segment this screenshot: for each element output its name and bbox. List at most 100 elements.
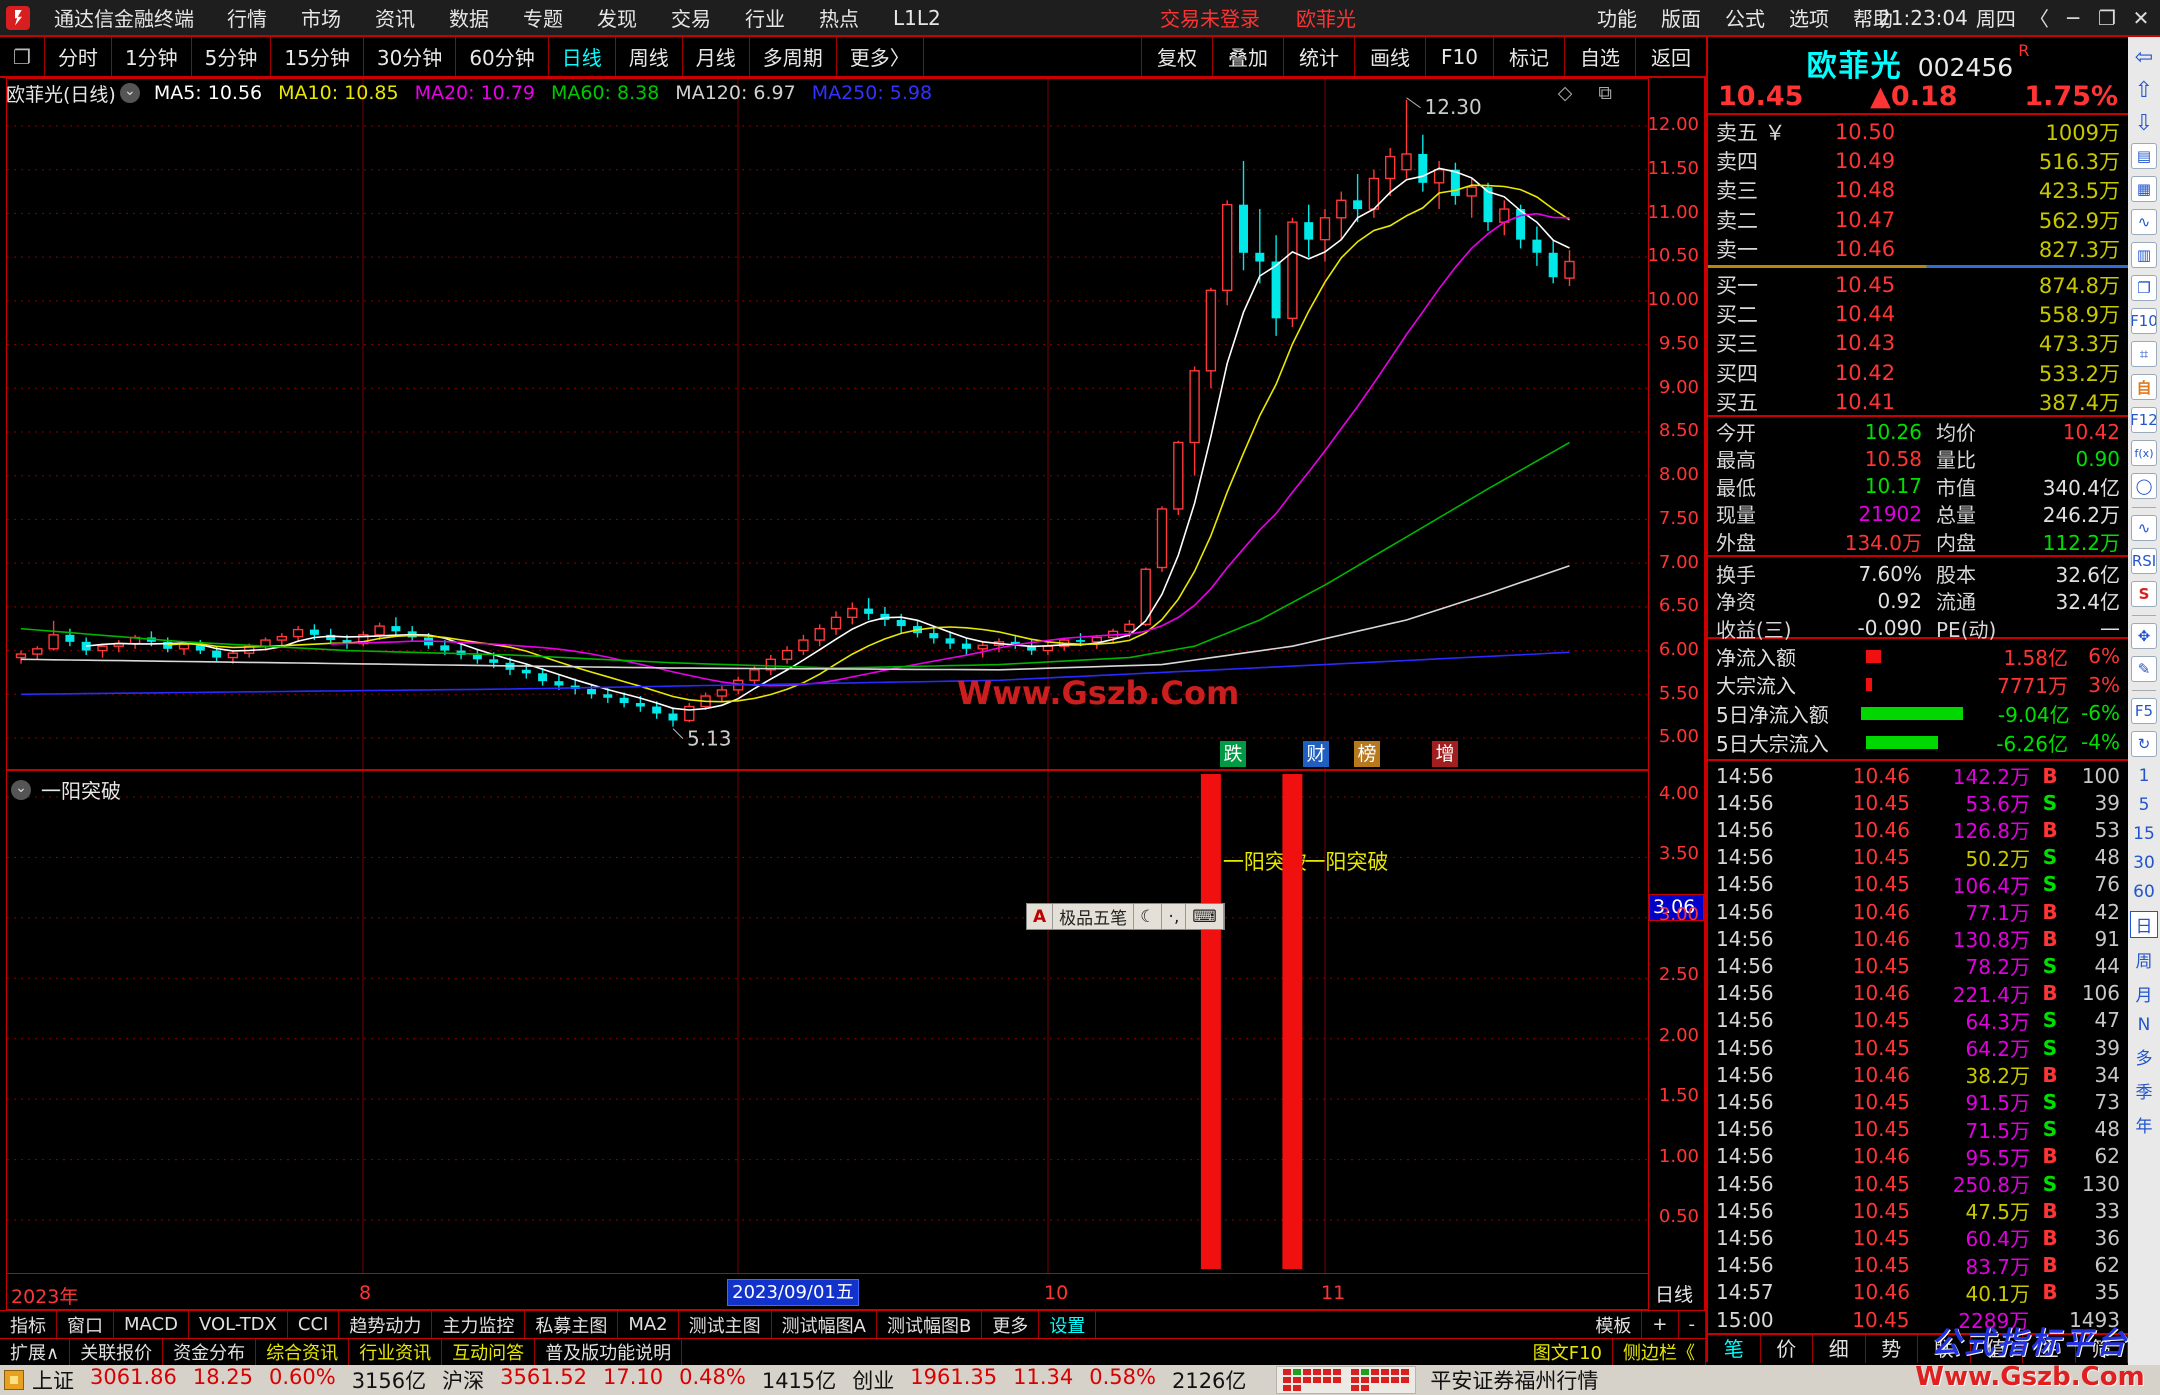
extension-tab-行业资讯[interactable]: 行业资讯 [349,1339,443,1365]
info-badge-榜[interactable]: 榜 [1354,741,1380,767]
tape-row[interactable]: 14:56 10.46 130.8万 B 91 [1708,925,2128,953]
menu-item-发现[interactable]: 发现 [597,7,637,31]
tape-row[interactable]: 14:56 10.45 250.8万 S 130 [1708,1170,2128,1198]
tab-button-图文F10[interactable]: 图文F10 [1523,1339,1613,1365]
indicator-tab-私募主图[interactable]: 私募主图 [525,1311,619,1338]
menu-item-选项[interactable]: 选项 [1789,7,1829,31]
menu-item-交易[interactable]: 交易 [671,7,711,31]
diamond-icon[interactable]: ◇ [1557,82,1573,104]
info-badge-增[interactable]: 增 [1432,741,1458,767]
close-icon[interactable]: ✕ [2132,5,2150,30]
toolbar-button-统计[interactable]: 统计 [1283,37,1354,76]
side-period-5[interactable]: 5 [2138,795,2150,815]
ask-row-卖二[interactable]: 卖二 10.47 562.9万 [1708,205,2128,234]
period-tab-60分钟[interactable]: 60分钟 [456,37,549,76]
tape-row[interactable]: 14:56 10.45 91.5万 S 73 [1708,1088,2128,1116]
watchlist-icon[interactable]: 自 [2131,374,2157,400]
period-tab-5分钟[interactable]: 5分钟 [192,37,272,76]
indicator-tab-CCI[interactable]: CCI [288,1311,340,1338]
tape-row[interactable]: 14:56 10.45 64.2万 S 39 [1708,1034,2128,1062]
indicator-tab-测试幅图B[interactable]: 测试幅图B [877,1311,983,1338]
menu-item-数据[interactable]: 数据 [449,7,489,31]
active-stock-label[interactable]: 欧菲光 [1296,7,1356,31]
indicator-tab-测试主图[interactable]: 测试主图 [679,1311,772,1338]
tape-tab-联[interactable]: 联 [1918,1335,1971,1363]
menu-item-公式[interactable]: 公式 [1725,7,1765,31]
stock-name-row[interactable]: 欧菲光 002456 R [1708,41,2128,85]
tab-button-+[interactable]: + [1642,1311,1679,1338]
side-period-季[interactable]: 季 [2135,1083,2153,1103]
extension-tab-互动问答[interactable]: 互动问答 [442,1339,536,1365]
ime-toolbar[interactable]: A 极品五笔 ☾ ·‚ ⌨ [1026,903,1225,930]
menu-item-行业[interactable]: 行业 [745,7,785,31]
menu-item-市场[interactable]: 市场 [301,7,341,31]
tape-row[interactable]: 14:56 10.46 38.2万 B 34 [1708,1061,2128,1089]
ime-keyboard-icon[interactable]: ⌨ [1186,904,1224,929]
window-restore-icon[interactable]: ⧉ [1598,82,1612,104]
menu-item-功能[interactable]: 功能 [1597,7,1637,31]
up-arrow-icon[interactable]: ⇧ [2134,77,2154,103]
tape-row[interactable]: 14:56 10.45 53.6万 S 39 [1708,789,2128,817]
kline-icon[interactable]: ▥ [2131,242,2157,268]
restore-icon[interactable]: ❐ [2098,5,2116,30]
chevron-down-icon[interactable]: ⌄ [11,779,31,800]
side-period-多[interactable]: 多 [2135,1049,2153,1069]
s-icon[interactable]: S [2131,581,2157,607]
f12-icon[interactable]: F12 [2131,407,2157,433]
nav-back-icon[interactable]: 〈 [2029,7,2049,31]
side-period-1[interactable]: 1 [2138,766,2150,786]
side-period-周[interactable]: 周 [2135,952,2153,972]
tape-row[interactable]: 14:57 10.46 40.1万 B 35 [1708,1279,2128,1306]
x-axis-date-highlight[interactable]: 2023/09/01五 [727,1279,859,1306]
tape-tab-价[interactable]: 价 [1761,1335,1813,1363]
indicator-tab-测试幅图A[interactable]: 测试幅图A [772,1311,877,1338]
tape-row[interactable]: 14:56 10.45 50.2万 S 48 [1708,844,2128,871]
tape-row[interactable]: 14:56 10.46 77.1万 B 42 [1708,898,2128,926]
refresh-icon[interactable]: ↻ [2131,731,2157,757]
period-tab-多周期[interactable]: 多周期 [750,37,837,76]
f5-icon[interactable]: F5 [2131,698,2157,724]
tape-row[interactable]: 14:56 10.46 221.4万 B 106 [1708,980,2128,1007]
side-period-日[interactable]: 日 [2130,911,2158,938]
tab-button-模板[interactable]: 模板 [1585,1311,1643,1338]
ime-name[interactable]: 极品五笔 [1053,904,1135,929]
bid-row-买三[interactable]: 买三 10.43 473.3万 [1708,329,2128,358]
tape-row[interactable]: 14:56 10.45 78.2万 S 44 [1708,952,2128,980]
tape-tab-主[interactable]: 主 [2023,1335,2076,1363]
toolbar-button-标记[interactable]: 标记 [1493,37,1564,76]
ime-mode-icon[interactable]: A [1027,904,1054,929]
tape-row[interactable]: 14:56 10.45 47.5万 B 33 [1708,1197,2128,1225]
side-period-年[interactable]: 年 [2135,1117,2153,1137]
tape-row[interactable]: 14:56 10.46 142.2万 B 100 [1708,762,2128,790]
tape-row[interactable]: 14:56 10.46 126.8万 B 53 [1708,816,2128,844]
tape-row[interactable]: 14:56 10.45 64.3万 S 47 [1708,1007,2128,1034]
tape-tab-势[interactable]: 势 [1866,1335,1918,1363]
toolbar-button-F10[interactable]: F10 [1425,37,1493,76]
layout-icon[interactable]: ❐ [0,37,45,76]
ask-row-卖五[interactable]: 卖五 ￥ 10.50 1009万 [1708,117,2128,146]
tape-row[interactable]: 14:56 10.45 83.7万 B 62 [1708,1252,2128,1279]
ime-punct-icon[interactable]: ·‚ [1162,904,1187,929]
tree-icon[interactable]: ⌗ [2131,341,2157,367]
indicator-tab-指标[interactable]: 指标 [0,1311,57,1338]
chart-area[interactable]: ⌄ 一阳突破 2023/09/01五 2023年 8 10 11 12.30 5.13 W… [6,78,1649,1310]
toolbar-button-复权[interactable]: 复权 [1141,37,1212,76]
pencil-icon[interactable]: ✎ [2131,656,2157,682]
login-status[interactable]: 交易未登录 [1160,7,1260,31]
chevron-down-icon[interactable]: ⌄ [119,83,140,103]
period-tab-15分钟[interactable]: 15分钟 [271,37,364,76]
extension-tab-资金分布[interactable]: 资金分布 [163,1339,257,1365]
side-period-30[interactable]: 30 [2133,853,2155,873]
info-badge-跌[interactable]: 跌 [1220,741,1246,767]
side-period-月[interactable]: 月 [2135,986,2153,1006]
indicator-tab-设置[interactable]: 设置 [1039,1311,1097,1338]
indicator-tab-MACD[interactable]: MACD [114,1311,189,1338]
tape-row[interactable]: 14:56 10.46 95.5万 B 62 [1708,1143,2128,1170]
tape-tab-值[interactable]: 值 [1971,1335,2023,1363]
indicator-tab-更多[interactable]: 更多 [982,1311,1040,1338]
menu-item-热点[interactable]: 热点 [819,7,859,31]
menu-item-版面[interactable]: 版面 [1661,7,1701,31]
f10-icon[interactable]: F10 [2131,308,2157,334]
circle-icon[interactable]: ◯ [2131,473,2157,499]
minimize-icon[interactable]: ─ [2066,5,2080,30]
